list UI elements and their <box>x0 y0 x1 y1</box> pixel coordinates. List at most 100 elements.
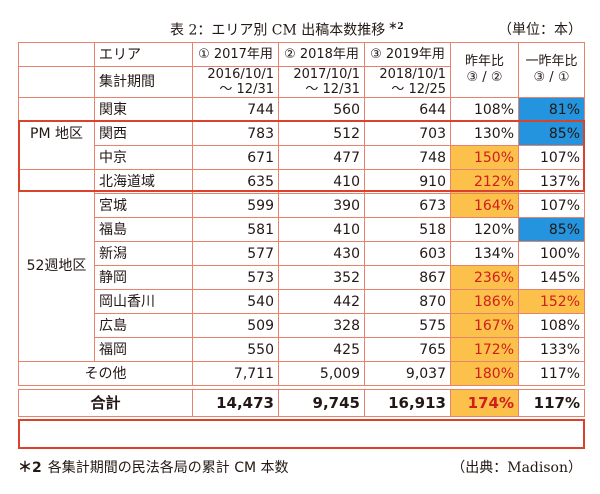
header-col-2017: ① 2017年用 <box>192 42 279 67</box>
value-2019: 644 <box>364 97 451 122</box>
yoy-ratio: 120% <box>450 217 519 242</box>
other-row: その他 7,711 5,009 9,037 180% 117% <box>18 361 585 386</box>
table-row: 福島 581 410 518 120% 85% <box>19 217 585 242</box>
period-2017-to: 〜 12/31 <box>219 82 274 97</box>
value-2017: 509 <box>192 313 279 338</box>
header-yoy-formula: ③ / ② <box>466 70 503 85</box>
table-row: 福岡 550 425 765 172% 133% <box>19 337 585 362</box>
area-name: 福島 <box>94 217 193 242</box>
value-2019: 870 <box>364 289 451 314</box>
y2-ratio: 85% <box>518 121 585 146</box>
yoy-ratio: 164% <box>450 193 519 218</box>
value-2017: 540 <box>192 289 279 314</box>
table-row: 52週地区 北海道域 635 410 910 212% 137% <box>18 169 585 362</box>
total-label: 合計 <box>18 389 193 417</box>
area-name: 岡山香川 <box>94 289 193 314</box>
header-y2: 一昨年比 ③ / ① <box>518 42 585 98</box>
period-2019-to: 〜 12/25 <box>391 82 446 97</box>
yoy-ratio: 108% <box>450 97 519 122</box>
value-2019: 748 <box>364 145 451 170</box>
area-name: 関西 <box>94 121 193 146</box>
yoy-ratio: 186% <box>450 289 519 314</box>
other-yoy: 180% <box>450 361 519 386</box>
total-yoy: 174% <box>450 389 519 417</box>
header-area-label: エリア <box>94 42 193 67</box>
value-2019: 910 <box>364 169 451 194</box>
table-row: 関西 783 512 703 130% 85% <box>19 121 585 146</box>
other-2018: 5,009 <box>278 361 365 386</box>
value-2018: 430 <box>278 241 365 266</box>
value-2018: 352 <box>278 265 365 290</box>
y2-ratio: 133% <box>518 337 585 362</box>
header-corner <box>18 42 95 67</box>
table-row: 中京 671 477 748 150% 107% <box>19 145 585 170</box>
value-2019: 867 <box>364 265 451 290</box>
y2-ratio: 137% <box>518 169 585 194</box>
value-2017: 599 <box>192 193 279 218</box>
value-2017: 783 <box>192 121 279 146</box>
value-2018: 442 <box>278 289 365 314</box>
value-2017: 635 <box>192 169 279 194</box>
unit-label: （単位：本） <box>498 22 582 38</box>
header-period-2018: 2017/10/1 〜 12/31 <box>278 66 365 98</box>
y2-ratio: 108% <box>518 313 585 338</box>
value-2017: 671 <box>192 145 279 170</box>
table-title-text: 表 2：エリア別 CM 出稿本数推移 <box>170 22 386 39</box>
header-col-2018: ② 2018年用 <box>278 42 365 67</box>
yoy-ratio: 134% <box>450 241 519 266</box>
other-2017: 7,711 <box>192 361 279 386</box>
table-row: 新潟 577 430 603 134% 100% <box>19 241 585 266</box>
table-row: 静岡 573 352 867 236% 145% <box>19 265 585 290</box>
area-name: 北海道域 <box>94 169 193 194</box>
yoy-ratio: 167% <box>450 313 519 338</box>
table-row: 宮城 599 390 673 164% 107% <box>19 193 585 218</box>
y2-ratio: 107% <box>518 145 585 170</box>
value-2019: 765 <box>364 337 451 362</box>
footnote-text: 各集計期間の民法各局の累計 CM 本数 <box>47 460 289 476</box>
other-y2: 117% <box>518 361 585 386</box>
period-2019-from: 2018/10/1 <box>379 67 446 83</box>
area-name: 広島 <box>94 313 193 338</box>
value-2018: 410 <box>278 217 365 242</box>
total-2017: 14,473 <box>192 389 279 417</box>
table-row: PM 地区 関東 744 560 644 108% 81% <box>18 97 585 170</box>
header-period-label: 集計期間 <box>94 66 193 98</box>
yoy-ratio: 236% <box>450 265 519 290</box>
header-y2-formula: ③ / ① <box>533 70 570 85</box>
y2-ratio: 81% <box>518 97 585 122</box>
table-title: 表 2：エリア別 CM 出稿本数推移 ＊2 <box>170 19 404 40</box>
value-2019: 518 <box>364 217 451 242</box>
area-name: 福岡 <box>94 337 193 362</box>
total-row-outline <box>18 419 585 449</box>
value-2017: 573 <box>192 265 279 290</box>
yoy-ratio: 212% <box>450 169 519 194</box>
header-col-2019: ③ 2019年用 <box>364 42 451 67</box>
yoy-ratio: 130% <box>450 121 519 146</box>
header-yoy: 昨年比 ③ / ② <box>450 42 519 98</box>
footnote-mark: ＊2 <box>18 460 42 476</box>
footer: ＊2 各集計期間の民法各局の累計 CM 本数 （出典：Madison） <box>0 454 600 478</box>
header-period-2017: 2016/10/1 〜 12/31 <box>192 66 279 98</box>
value-2018: 425 <box>278 337 365 362</box>
table-row: 岡山香川 540 442 870 186% 152% <box>19 289 585 314</box>
value-2018: 328 <box>278 313 365 338</box>
header-period-2019: 2018/10/1 〜 12/25 <box>364 66 451 98</box>
table-title-note-mark: ＊2 <box>388 22 404 32</box>
value-2017: 577 <box>192 241 279 266</box>
table-caption: 表 2：エリア別 CM 出稿本数推移 ＊2 （単位：本） <box>0 16 600 40</box>
other-2019: 9,037 <box>364 361 451 386</box>
yoy-ratio: 172% <box>450 337 519 362</box>
value-2018: 410 <box>278 169 365 194</box>
y2-ratio: 85% <box>518 217 585 242</box>
value-2019: 603 <box>364 241 451 266</box>
value-2019: 673 <box>364 193 451 218</box>
value-2018: 560 <box>278 97 365 122</box>
source-label: （出典：Madison） <box>451 460 582 476</box>
period-2018-from: 2017/10/1 <box>293 67 360 83</box>
area-name: 中京 <box>94 145 193 170</box>
y2-ratio: 107% <box>518 193 585 218</box>
value-2018: 477 <box>278 145 365 170</box>
total-2018: 9,745 <box>278 389 365 417</box>
header-yoy-title: 昨年比 <box>464 54 504 69</box>
value-2017: 744 <box>192 97 279 122</box>
